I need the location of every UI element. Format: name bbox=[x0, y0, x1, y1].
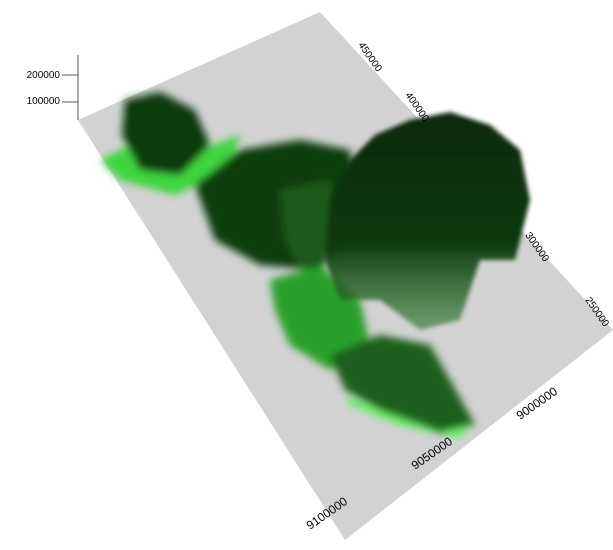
region bbox=[345, 395, 470, 438]
region bbox=[330, 335, 475, 435]
region bbox=[122, 92, 210, 175]
terrain bbox=[100, 92, 475, 438]
axis-label: 100000 bbox=[27, 96, 61, 107]
spikes bbox=[325, 112, 530, 330]
spike-block bbox=[325, 112, 530, 330]
axis-label: 200000 bbox=[27, 70, 61, 81]
